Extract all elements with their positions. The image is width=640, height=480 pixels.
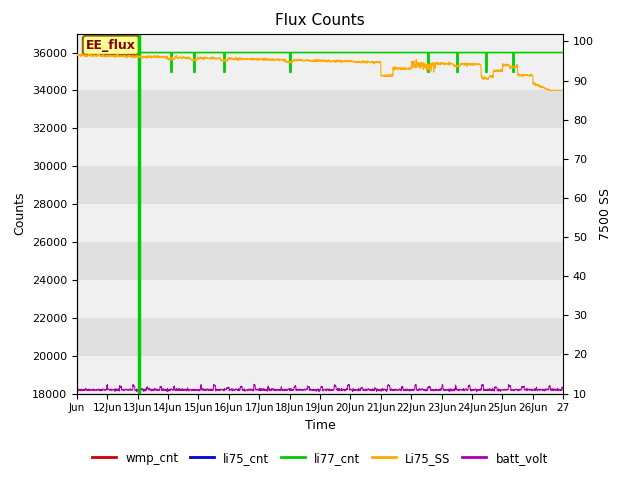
Bar (77, 52, 563, 90)
Y-axis label: Counts: Counts (13, 192, 26, 235)
Bar (77, 318, 563, 356)
Y-axis label: 7500 SS: 7500 SS (600, 188, 612, 240)
Title: Flux Counts: Flux Counts (275, 13, 365, 28)
Bar (77, 128, 563, 166)
Bar (77, 166, 563, 204)
X-axis label: Time: Time (305, 419, 335, 432)
Bar (77, 356, 563, 394)
Legend: wmp_cnt, li75_cnt, li77_cnt, Li75_SS, batt_volt: wmp_cnt, li75_cnt, li77_cnt, Li75_SS, ba… (88, 447, 552, 469)
Bar (77, 242, 563, 280)
Text: EE_flux: EE_flux (86, 39, 136, 52)
Bar (77, 204, 563, 242)
Bar (77, 90, 563, 128)
Bar (77, 280, 563, 318)
